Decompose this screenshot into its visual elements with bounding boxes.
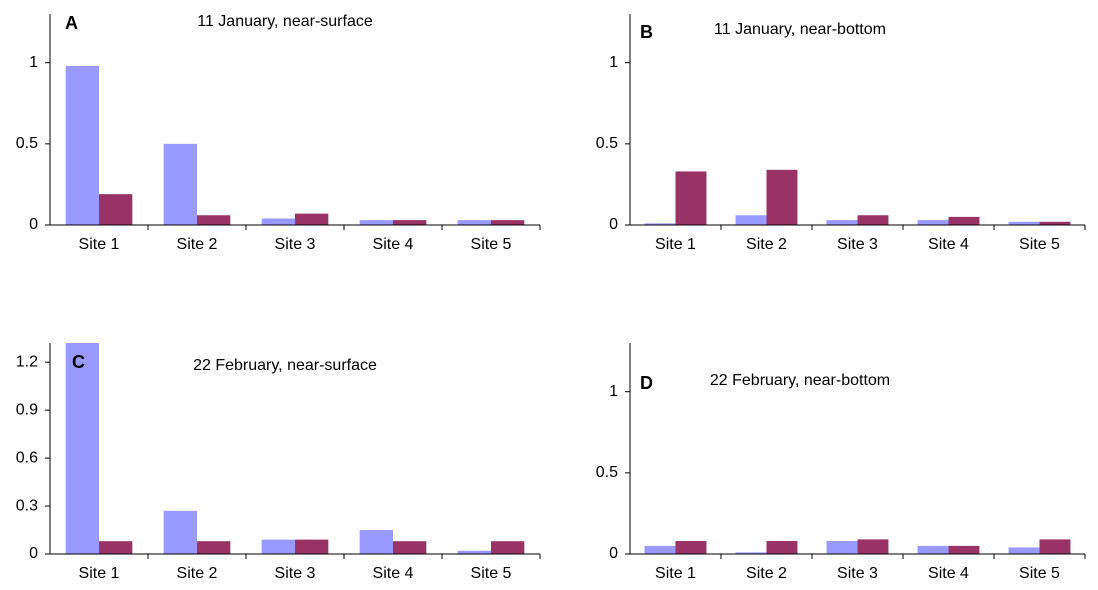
x-tick-label: Site 2	[177, 565, 218, 582]
bar	[857, 539, 889, 554]
x-tick-label: Site 4	[373, 236, 414, 253]
y-tick-label: 0.5	[596, 464, 618, 481]
x-tick-label: Site 5	[1019, 565, 1060, 582]
x-tick-label: Site 2	[746, 236, 787, 253]
bar	[766, 169, 798, 225]
bar	[675, 171, 707, 225]
bar	[99, 541, 133, 554]
x-tick-label: Site 1	[655, 236, 696, 253]
bar	[393, 541, 427, 554]
bar	[393, 220, 427, 225]
panel-letter: A	[65, 13, 78, 33]
y-tick-label: 0.3	[16, 497, 38, 514]
panel-title: 22 February, near-bottom	[710, 372, 890, 389]
x-tick-label: Site 4	[928, 236, 969, 253]
bar	[295, 213, 329, 225]
x-tick-label: Site 2	[177, 236, 218, 253]
y-tick-label: 0	[609, 545, 618, 562]
y-tick-label: 0	[609, 216, 618, 233]
bar	[491, 541, 525, 554]
y-tick-label: 0.5	[596, 135, 618, 152]
bar	[261, 218, 295, 225]
x-tick-label: Site 1	[79, 236, 120, 253]
x-tick-label: Site 1	[655, 565, 696, 582]
bar	[826, 220, 858, 225]
y-tick-label: 1	[29, 54, 38, 71]
bar	[735, 552, 767, 554]
bar	[359, 220, 393, 225]
y-tick-label: 1	[609, 383, 618, 400]
x-tick-label: Site 3	[837, 565, 878, 582]
x-tick-label: Site 4	[928, 565, 969, 582]
bar	[644, 223, 676, 225]
x-tick-label: Site 5	[471, 236, 512, 253]
bar	[65, 65, 99, 225]
bar	[163, 143, 197, 225]
bar	[65, 343, 99, 554]
bar	[1039, 539, 1071, 554]
x-tick-label: Site 5	[471, 565, 512, 582]
x-tick-label: Site 3	[275, 236, 316, 253]
y-tick-label: 0.5	[16, 135, 38, 152]
y-tick-label: 0.6	[16, 449, 38, 466]
y-tick-label: 1.2	[16, 353, 38, 370]
y-tick-label: 0.9	[16, 401, 38, 418]
panel-letter: B	[640, 22, 653, 42]
panel-title: 11 January, near-bottom	[714, 21, 886, 38]
bar	[735, 215, 767, 225]
bar	[917, 545, 949, 554]
x-tick-label: Site 3	[275, 565, 316, 582]
bar	[261, 539, 295, 554]
bar	[675, 541, 707, 554]
y-tick-label: 0	[29, 545, 38, 562]
panel-letter: D	[640, 373, 653, 393]
bar	[99, 194, 133, 225]
bar	[197, 541, 231, 554]
x-tick-label: Site 2	[746, 565, 787, 582]
bar	[197, 215, 231, 225]
panel-letter: C	[72, 352, 85, 372]
bar	[948, 545, 980, 554]
bar	[948, 216, 980, 225]
x-tick-label: Site 1	[79, 565, 120, 582]
bar	[857, 215, 889, 225]
x-tick-label: Site 4	[373, 565, 414, 582]
x-tick-label: Site 5	[1019, 236, 1060, 253]
bar	[457, 550, 491, 554]
bar	[1039, 221, 1071, 225]
bar	[457, 220, 491, 225]
y-tick-label: 0	[29, 216, 38, 233]
bar	[1008, 221, 1040, 225]
bar	[826, 541, 858, 554]
y-tick-label: 1	[609, 54, 618, 71]
bar	[766, 541, 798, 554]
bar	[644, 545, 676, 554]
bar	[491, 220, 525, 225]
panel-title: 22 February, near-surface	[193, 357, 377, 374]
bar	[1008, 547, 1040, 554]
panel-title: 11 January, near-surface	[197, 13, 373, 30]
x-tick-label: Site 3	[837, 236, 878, 253]
bar	[295, 539, 329, 554]
bar	[359, 530, 393, 554]
bar	[917, 220, 949, 225]
bar	[163, 510, 197, 554]
